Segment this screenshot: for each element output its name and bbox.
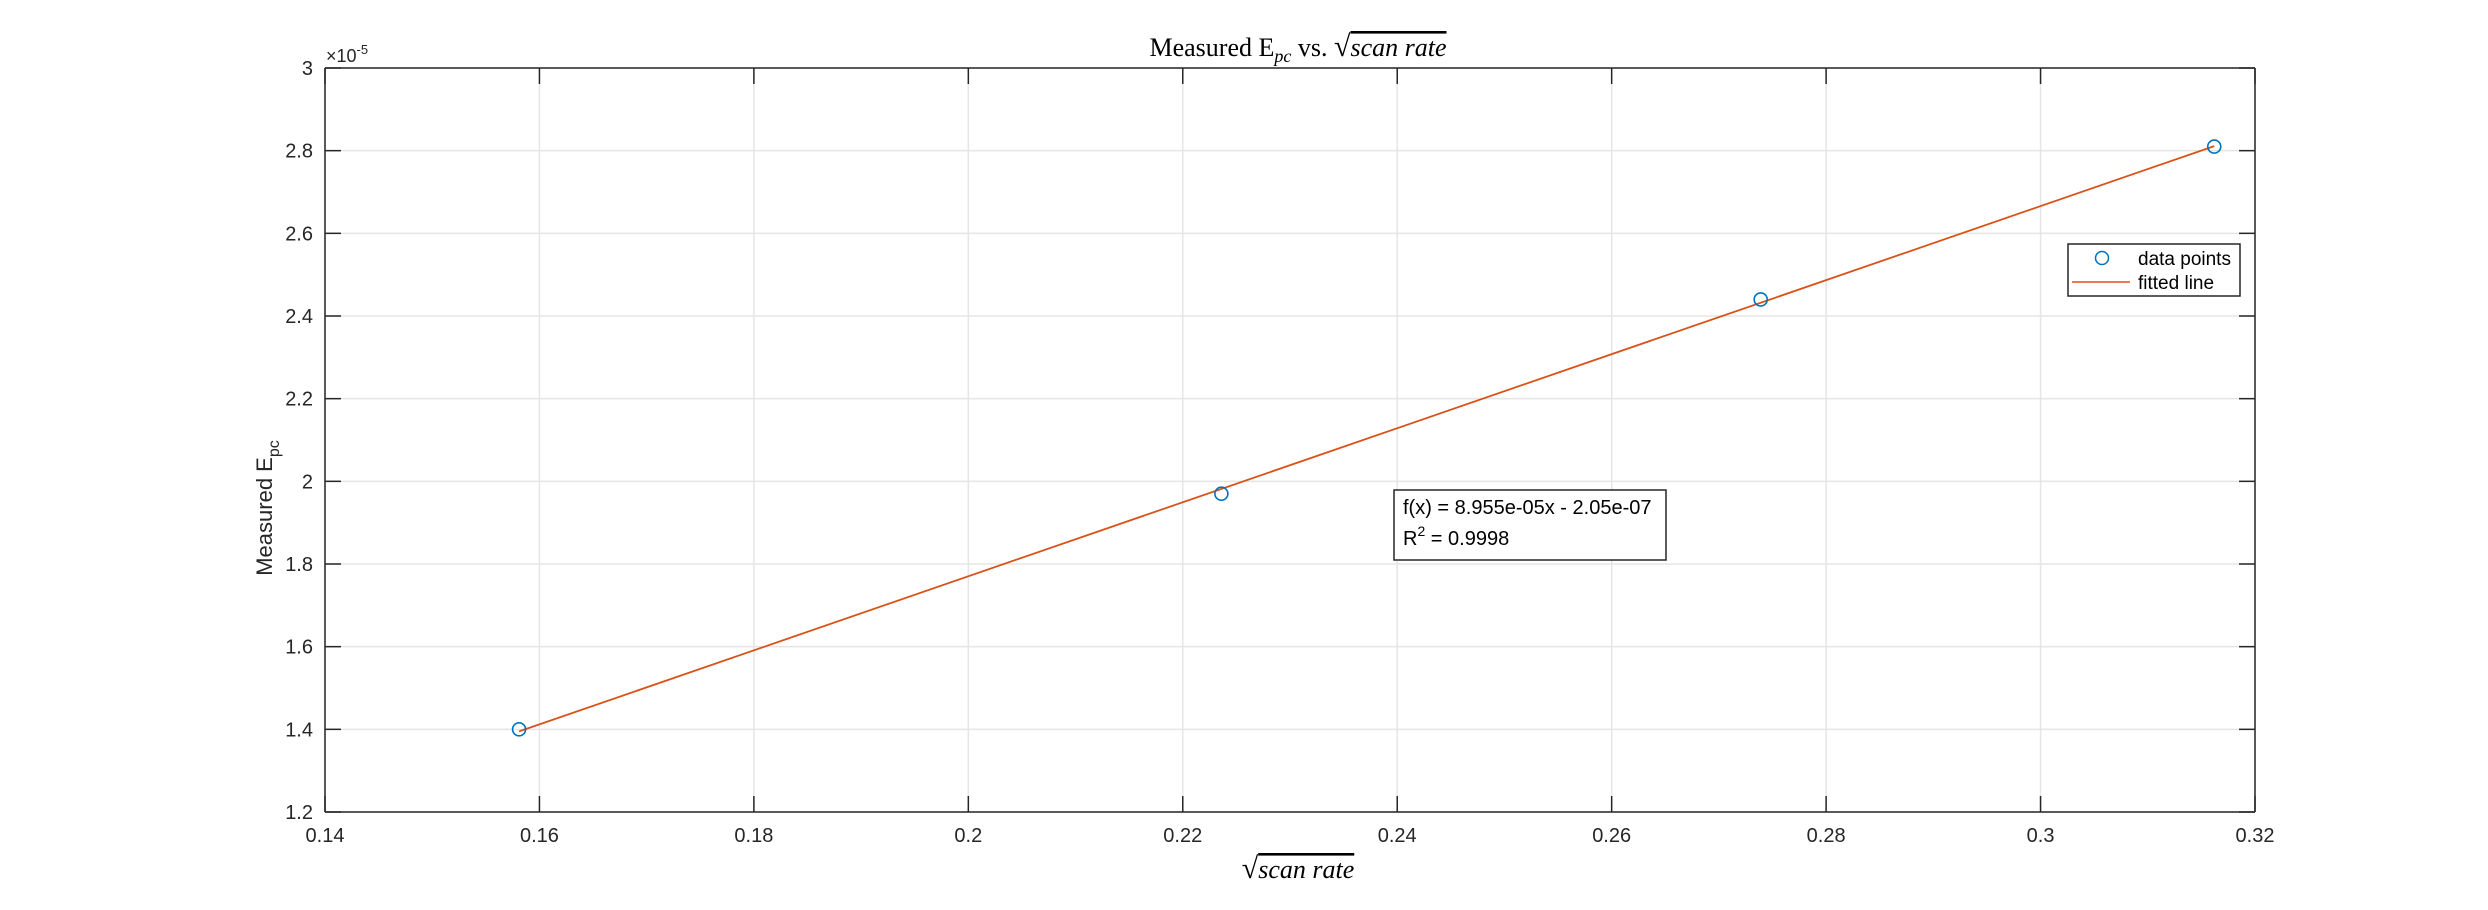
plot-bounds	[325, 68, 2255, 812]
x-tick-label: 0.18	[734, 825, 773, 847]
y-tick-label: 2.8	[285, 141, 313, 163]
y-tick-label: 1.6	[285, 637, 313, 659]
y-tick-label: 1.4	[285, 719, 313, 741]
x-tick-label: 0.3	[2027, 825, 2055, 847]
y-axis-label: Measured Epc	[252, 440, 283, 576]
data-point	[1214, 486, 1229, 502]
x-tick-label: 0.28	[1807, 825, 1846, 847]
y-axis-exponent: ×10-5	[326, 42, 368, 66]
y-tick-label: 2.2	[285, 389, 313, 411]
x-tick-label: 0.16	[520, 825, 559, 847]
fitted-line	[518, 145, 2215, 733]
x-tick-label: 0.26	[1592, 825, 1631, 847]
x-axis-ticks: 0.14 0.16 0.18 0.2 0.22 0.24 0.26 0.28 0.3 0.32	[306, 68, 2275, 847]
legend-box	[2067, 243, 2241, 297]
x-tick-label: 0.2	[954, 825, 982, 847]
grid	[324, 67, 2256, 813]
y-tick-label: 2.4	[285, 306, 313, 328]
series-layer	[511, 139, 2222, 737]
legend: data points fitted line	[2067, 243, 2241, 297]
chart-title: Measured Epc vs. √scan rate	[1149, 30, 1446, 66]
legend-label-fitted-line: fitted line	[2138, 273, 2214, 294]
fit-annotation: f(x) = 8.955e-05x - 2.05e-07 R2 = 0.9998	[1393, 489, 1667, 561]
legend-marker-data-points	[2094, 250, 2110, 266]
data-point	[1753, 292, 1769, 307]
annotation-r-squared: R2 = 0.9998	[1403, 523, 1509, 550]
annotation-box	[1393, 489, 1667, 561]
y-tick-label: 3	[302, 58, 313, 80]
y-tick-label: 2.6	[285, 223, 313, 245]
plot-area	[324, 67, 2256, 813]
x-tick-label: 0.24	[1378, 825, 1417, 847]
y-tick-label: 2	[302, 471, 313, 493]
x-tick-label: 0.22	[1163, 825, 1202, 847]
y-axis-ticks: 1.2 1.4 1.6 1.8 2 2.2 2.4 2.6 2.8 3	[285, 58, 2255, 824]
annotation-equation: f(x) = 8.955e-05x - 2.05e-07	[1403, 497, 1651, 519]
data-point	[511, 722, 527, 737]
x-tick-label: 0.14	[306, 825, 345, 847]
x-axis-label: √scan rate	[1242, 852, 1355, 885]
legend-label-data-points: data points	[2138, 249, 2231, 270]
data-point	[2206, 139, 2222, 154]
x-tick-label: 0.32	[2236, 825, 2275, 847]
y-tick-label: 1.8	[285, 554, 313, 576]
y-tick-label: 1.2	[285, 802, 313, 824]
